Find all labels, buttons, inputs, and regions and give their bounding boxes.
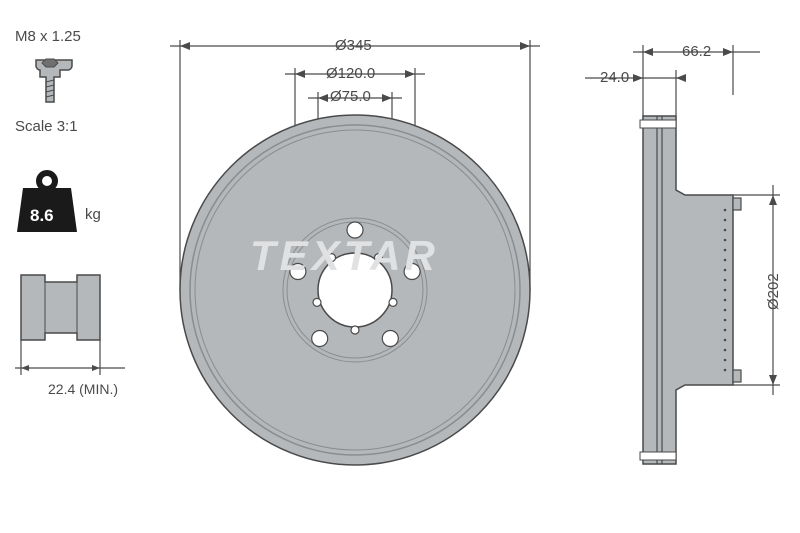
width-inner-label: 24.0: [600, 69, 629, 86]
watermark: TEXTAR: [250, 232, 439, 280]
hub-diameter-label: Ø75.0: [330, 88, 371, 105]
screw-icon: [24, 52, 84, 112]
disc-side-view: [585, 20, 795, 515]
outer-diameter-label: Ø345: [335, 37, 372, 54]
weight-value: 8.6: [30, 206, 54, 226]
scale-label: Scale 3:1: [15, 118, 78, 135]
hub-height-label: Ø202: [765, 273, 782, 310]
min-thickness-label: 22.4 (MIN.): [48, 381, 118, 397]
width-outer-label: 66.2: [682, 43, 711, 60]
pitch-diameter-label: Ø120.0: [326, 65, 375, 82]
weight-unit: kg: [85, 206, 101, 223]
screw-spec-label: M8 x 1.25: [15, 28, 81, 45]
